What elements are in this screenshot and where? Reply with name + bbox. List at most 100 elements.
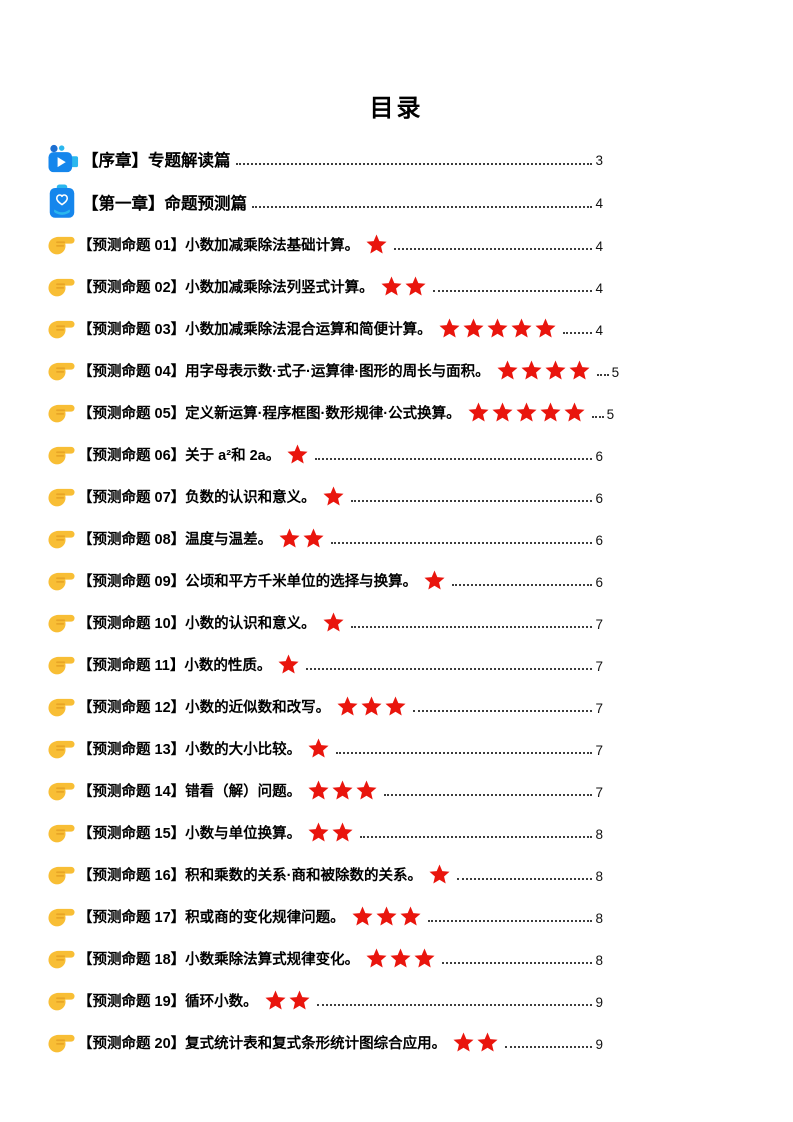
dotted-leader	[452, 584, 593, 586]
star-icon	[375, 905, 399, 927]
page-number: 4	[595, 238, 603, 254]
star-icon	[520, 359, 544, 381]
difficulty-star-rating	[307, 737, 331, 759]
pointing-hand-icon	[48, 947, 78, 970]
star-icon	[563, 401, 587, 423]
star-icon	[413, 947, 437, 969]
difficulty-star-rating	[264, 989, 312, 1011]
star-icon	[568, 359, 592, 381]
toc-item-row[interactable]: 【预测命题 01】小数加减乘除法基础计算。 4	[48, 223, 603, 265]
star-icon	[307, 737, 331, 759]
pointing-hand-icon	[48, 1031, 78, 1054]
toc-entry-label: 【预测命题 19】循环小数。	[78, 993, 258, 1010]
dotted-leader	[505, 1046, 593, 1048]
video-camera-icon	[48, 144, 82, 174]
toc-item-row[interactable]: 【预测命题 19】循环小数。 9	[48, 979, 603, 1021]
toc-item-row[interactable]: 【预测命题 05】定义新运算·程序框图·数形规律·公式换算。 5	[48, 391, 614, 433]
page-number: 7	[595, 616, 603, 632]
star-icon	[286, 443, 310, 465]
page-number: 3	[595, 153, 603, 168]
toc-item-row[interactable]: 【预测命题 08】温度与温差。 6	[48, 517, 603, 559]
difficulty-star-rating	[322, 611, 346, 633]
star-icon	[510, 317, 534, 339]
page-title: 目录	[369, 95, 424, 122]
toc-chapter-row[interactable]: 【序章】专题解读篇 3	[48, 137, 603, 180]
toc-item-row[interactable]: 【预测命题 11】小数的性质。 7	[48, 643, 603, 685]
star-icon	[428, 863, 452, 885]
page-number: 7	[595, 658, 603, 674]
page-number: 5	[606, 406, 615, 422]
page-number: 5	[611, 364, 620, 380]
page-number: 7	[595, 700, 603, 716]
pointing-hand-icon	[48, 485, 78, 508]
toc-item-row[interactable]: 【预测命题 02】小数加减乘除法列竖式计算。 4	[48, 265, 603, 307]
dotted-leader	[394, 248, 593, 250]
toc-item-row[interactable]: 【预测命题 07】负数的认识和意义。 6	[48, 475, 603, 517]
star-icon	[486, 317, 510, 339]
pointing-hand-icon	[48, 863, 78, 886]
toc-chapter-row[interactable]: 【第一章】命题预测篇 4	[48, 180, 603, 223]
star-icon	[264, 989, 288, 1011]
toc-item-row[interactable]: 【预测命题 06】关于 a²和 2a。 6	[48, 433, 603, 475]
star-icon	[515, 401, 539, 423]
star-icon	[322, 611, 346, 633]
dotted-leader	[427, 920, 593, 922]
dotted-leader	[442, 962, 593, 964]
difficulty-star-rating	[452, 1031, 500, 1053]
toc-entry-label: 【第一章】命题预测篇	[82, 194, 247, 213]
dotted-leader	[350, 500, 593, 502]
toc-entry-label: 【预测命题 13】小数的大小比较。	[78, 741, 302, 758]
toc-entry-label: 【预测命题 10】小数的认识和意义。	[78, 615, 316, 632]
page-number: 6	[595, 532, 603, 548]
pointing-hand-icon	[48, 359, 78, 382]
toc-item-row[interactable]: 【预测命题 18】小数乘除法算式规律变化。 8	[48, 937, 603, 979]
page-number: 4	[595, 280, 603, 296]
page-number: 8	[595, 868, 603, 884]
page-number: 9	[595, 1036, 603, 1052]
toc-entry-label: 【预测命题 04】用字母表示数·式子·运算律·图形的周长与面积。	[78, 363, 490, 380]
toc-entry-label: 【预测命题 06】关于 a²和 2a。	[78, 447, 281, 464]
toc-item-row[interactable]: 【预测命题 20】复式统计表和复式条形统计图综合应用。 9	[48, 1021, 603, 1063]
star-icon	[462, 317, 486, 339]
toc-item-row[interactable]: 【预测命题 10】小数的认识和意义。 7	[48, 601, 603, 643]
toc-item-row[interactable]: 【预测命题 04】用字母表示数·式子·运算律·图形的周长与面积。 5	[48, 349, 619, 391]
pointing-hand-icon	[48, 275, 78, 298]
difficulty-star-rating	[428, 863, 452, 885]
dotted-leader	[384, 794, 593, 796]
toc-item-row[interactable]: 【预测命题 15】小数与单位换算。 8	[48, 811, 603, 853]
star-icon	[491, 401, 515, 423]
star-icon	[404, 275, 428, 297]
star-icon	[423, 569, 447, 591]
difficulty-star-rating	[322, 485, 346, 507]
star-icon	[307, 821, 331, 843]
pointing-hand-icon	[48, 779, 78, 802]
toc-item-row[interactable]: 【预测命题 14】错看（解）问题。 7	[48, 769, 603, 811]
page-number: 9	[595, 994, 603, 1010]
page-number: 6	[595, 574, 603, 590]
page-number: 6	[595, 448, 603, 464]
difficulty-star-rating	[365, 233, 389, 255]
dotted-leader	[336, 752, 593, 754]
difficulty-star-rating	[380, 275, 428, 297]
toc-item-row[interactable]: 【预测命题 13】小数的大小比较。 7	[48, 727, 603, 769]
toc-entry-label: 【预测命题 18】小数乘除法算式规律变化。	[78, 951, 360, 968]
star-icon	[322, 485, 346, 507]
toc-item-row[interactable]: 【预测命题 09】公顷和平方千米单位的选择与换算。 6	[48, 559, 603, 601]
star-icon	[476, 1031, 500, 1053]
toc-item-row[interactable]: 【预测命题 12】小数的近似数和改写。 7	[48, 685, 603, 727]
page-number: 4	[595, 322, 603, 338]
star-icon	[399, 905, 423, 927]
pointing-hand-icon	[48, 695, 78, 718]
toc-entry-label: 【预测命题 08】温度与温差。	[78, 531, 273, 548]
difficulty-star-rating	[496, 359, 592, 381]
star-icon	[389, 947, 413, 969]
toc-item-row[interactable]: 【预测命题 03】小数加减乘除法混合运算和简便计算。 4	[48, 307, 603, 349]
toc-item-row[interactable]: 【预测命题 16】积和乘数的关系·商和被除数的关系。 8	[48, 853, 603, 895]
star-icon	[365, 233, 389, 255]
toc-item-row[interactable]: 【预测命题 17】积或商的变化规律问题。 8	[48, 895, 603, 937]
pointing-hand-icon	[48, 527, 78, 550]
dotted-leader	[562, 332, 593, 334]
page-number: 4	[595, 196, 603, 211]
star-icon	[452, 1031, 476, 1053]
